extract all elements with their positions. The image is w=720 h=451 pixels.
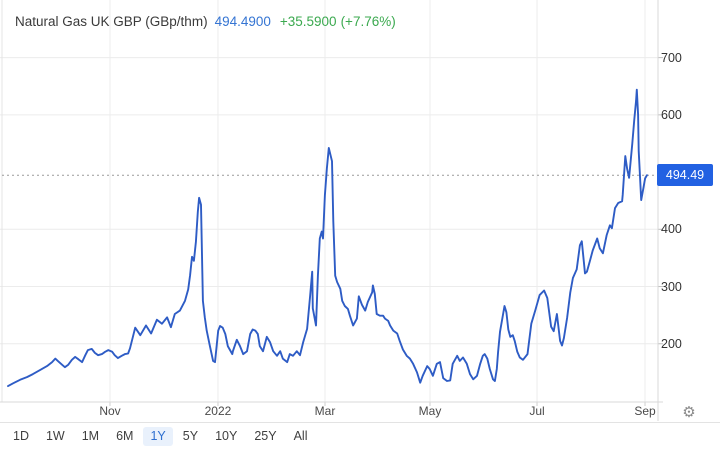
x-axis-label: May — [418, 404, 442, 418]
y-axis-label: 700 — [661, 50, 682, 65]
chart-header: Natural Gas UK GBP (GBp/thm) 494.4900 +35.… — [15, 14, 396, 30]
y-axis-label: 600 — [661, 107, 682, 122]
y-axis-label: 400 — [661, 222, 682, 237]
range-button-1w[interactable]: 1W — [45, 429, 65, 443]
instrument-title: Natural Gas UK GBP (GBp/thm) — [15, 14, 208, 29]
price-line-series — [7, 88, 648, 388]
x-axis-label: Nov — [99, 404, 121, 418]
price-change: +35.5900 — [279, 14, 337, 29]
current-price-badge: 494.49 — [657, 164, 713, 187]
y-axis-label: 300 — [661, 279, 682, 294]
range-button-10y[interactable]: 10Y — [215, 429, 238, 443]
range-button-25y[interactable]: 25Y — [254, 429, 277, 443]
x-axis-label: 2022 — [204, 404, 232, 418]
price-change-percent: (+7.76%) — [340, 14, 396, 29]
last-price: 494.4900 — [214, 14, 271, 29]
x-axis-label: Jul — [529, 404, 545, 418]
range-button-1d[interactable]: 1D — [13, 429, 29, 443]
x-axis-label: Mar — [314, 404, 336, 418]
range-button-all[interactable]: All — [293, 429, 308, 443]
range-toolbar: 1D 1W 1M 6M 1Y 5Y 10Y 25Y All — [0, 422, 720, 451]
x-axis-label: Sep — [634, 404, 656, 418]
settings-gear-icon[interactable]: ⚙ — [682, 403, 696, 421]
range-button-1m[interactable]: 1M — [81, 429, 100, 443]
range-button-1y[interactable]: 1Y — [143, 427, 173, 446]
range-toolbar-buttons: 1D 1W 1M 6M 1Y 5Y 10Y 25Y All — [0, 423, 720, 446]
range-button-6m[interactable]: 6M — [116, 429, 134, 443]
range-button-5y[interactable]: 5Y — [182, 429, 199, 443]
y-axis-label: 200 — [661, 336, 682, 351]
price-chart-plot[interactable] — [0, 0, 720, 422]
